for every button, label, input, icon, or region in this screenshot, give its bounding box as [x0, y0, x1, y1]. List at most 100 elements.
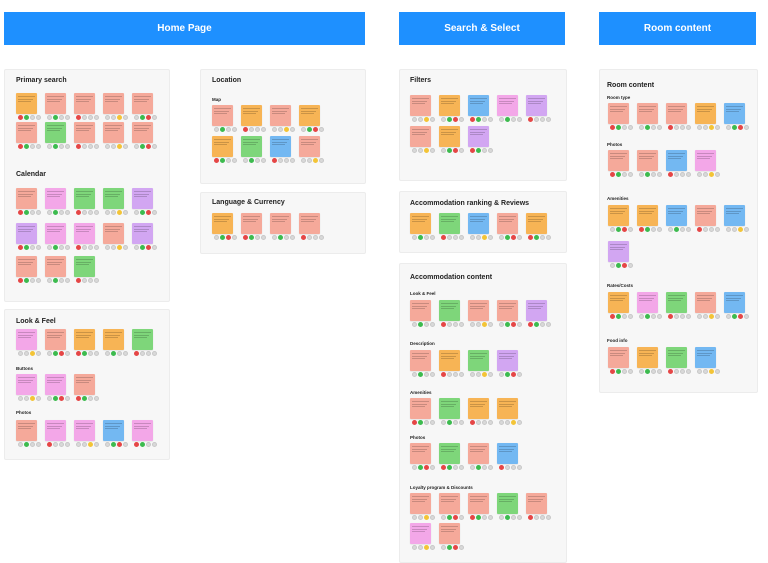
sticky-note[interactable]: [497, 95, 518, 116]
sticky-note[interactable]: [410, 95, 431, 116]
sticky-note[interactable]: [608, 205, 629, 226]
sticky-note[interactable]: [241, 136, 262, 157]
sticky-note[interactable]: [468, 126, 489, 147]
sticky-note[interactable]: [103, 93, 124, 114]
sticky-note[interactable]: [497, 398, 518, 419]
sticky-note[interactable]: [212, 105, 233, 126]
sticky-note[interactable]: [103, 188, 124, 209]
sticky-note[interactable]: [439, 443, 460, 464]
sticky-note[interactable]: [16, 223, 37, 244]
sticky-note[interactable]: [132, 93, 153, 114]
sticky-note[interactable]: [724, 292, 745, 313]
sticky-note[interactable]: [132, 223, 153, 244]
sticky-note[interactable]: [724, 205, 745, 226]
sticky-note[interactable]: [637, 347, 658, 368]
sticky-note[interactable]: [468, 493, 489, 514]
sticky-note[interactable]: [410, 213, 431, 234]
sticky-note[interactable]: [608, 150, 629, 171]
sticky-note[interactable]: [212, 136, 233, 157]
sticky-note[interactable]: [526, 300, 547, 321]
sticky-note[interactable]: [468, 398, 489, 419]
sticky-note[interactable]: [16, 420, 37, 441]
sticky-note[interactable]: [439, 95, 460, 116]
sticky-note[interactable]: [132, 329, 153, 350]
sticky-note[interactable]: [468, 443, 489, 464]
sticky-note[interactable]: [497, 213, 518, 234]
sticky-note[interactable]: [608, 103, 629, 124]
sticky-note[interactable]: [695, 150, 716, 171]
sticky-note[interactable]: [497, 350, 518, 371]
sticky-note[interactable]: [103, 122, 124, 143]
sticky-note[interactable]: [666, 205, 687, 226]
sticky-note[interactable]: [45, 329, 66, 350]
sticky-note[interactable]: [270, 105, 291, 126]
sticky-note[interactable]: [103, 420, 124, 441]
sticky-note[interactable]: [439, 213, 460, 234]
sticky-note[interactable]: [16, 329, 37, 350]
sticky-note[interactable]: [74, 93, 95, 114]
sticky-note[interactable]: [74, 374, 95, 395]
sticky-note[interactable]: [299, 136, 320, 157]
sticky-note[interactable]: [439, 350, 460, 371]
sticky-note[interactable]: [74, 122, 95, 143]
sticky-note[interactable]: [45, 93, 66, 114]
sticky-note[interactable]: [526, 213, 547, 234]
sticky-note[interactable]: [45, 420, 66, 441]
sticky-note[interactable]: [439, 523, 460, 544]
sticky-note[interactable]: [45, 188, 66, 209]
sticky-note[interactable]: [241, 213, 262, 234]
sticky-note[interactable]: [16, 374, 37, 395]
sticky-note[interactable]: [608, 292, 629, 313]
sticky-note[interactable]: [241, 105, 262, 126]
sticky-note[interactable]: [695, 205, 716, 226]
sticky-note[interactable]: [497, 300, 518, 321]
sticky-note[interactable]: [637, 103, 658, 124]
sticky-note[interactable]: [132, 122, 153, 143]
sticky-note[interactable]: [132, 420, 153, 441]
sticky-note[interactable]: [608, 347, 629, 368]
sticky-note[interactable]: [410, 493, 431, 514]
sticky-note[interactable]: [666, 103, 687, 124]
sticky-note[interactable]: [526, 95, 547, 116]
sticky-note[interactable]: [16, 188, 37, 209]
sticky-note[interactable]: [410, 398, 431, 419]
sticky-note[interactable]: [45, 256, 66, 277]
sticky-note[interactable]: [637, 292, 658, 313]
sticky-note[interactable]: [299, 105, 320, 126]
sticky-note[interactable]: [410, 126, 431, 147]
sticky-note[interactable]: [468, 300, 489, 321]
sticky-note[interactable]: [410, 523, 431, 544]
sticky-note[interactable]: [74, 420, 95, 441]
sticky-note[interactable]: [74, 188, 95, 209]
sticky-note[interactable]: [468, 95, 489, 116]
sticky-note[interactable]: [16, 122, 37, 143]
sticky-note[interactable]: [103, 329, 124, 350]
sticky-note[interactable]: [74, 256, 95, 277]
sticky-note[interactable]: [439, 300, 460, 321]
sticky-note[interactable]: [468, 350, 489, 371]
sticky-note[interactable]: [132, 188, 153, 209]
sticky-note[interactable]: [439, 126, 460, 147]
sticky-note[interactable]: [497, 443, 518, 464]
sticky-note[interactable]: [468, 213, 489, 234]
sticky-note[interactable]: [74, 223, 95, 244]
sticky-note[interactable]: [637, 205, 658, 226]
sticky-note[interactable]: [666, 347, 687, 368]
sticky-note[interactable]: [45, 223, 66, 244]
sticky-note[interactable]: [666, 292, 687, 313]
sticky-note[interactable]: [410, 350, 431, 371]
sticky-note[interactable]: [666, 150, 687, 171]
sticky-note[interactable]: [45, 122, 66, 143]
sticky-note[interactable]: [299, 213, 320, 234]
sticky-note[interactable]: [695, 292, 716, 313]
sticky-note[interactable]: [16, 256, 37, 277]
sticky-note[interactable]: [270, 213, 291, 234]
sticky-note[interactable]: [212, 213, 233, 234]
sticky-note[interactable]: [724, 103, 745, 124]
sticky-note[interactable]: [45, 374, 66, 395]
sticky-note[interactable]: [16, 93, 37, 114]
sticky-note[interactable]: [270, 136, 291, 157]
sticky-note[interactable]: [608, 241, 629, 262]
sticky-note[interactable]: [410, 300, 431, 321]
sticky-note[interactable]: [497, 493, 518, 514]
